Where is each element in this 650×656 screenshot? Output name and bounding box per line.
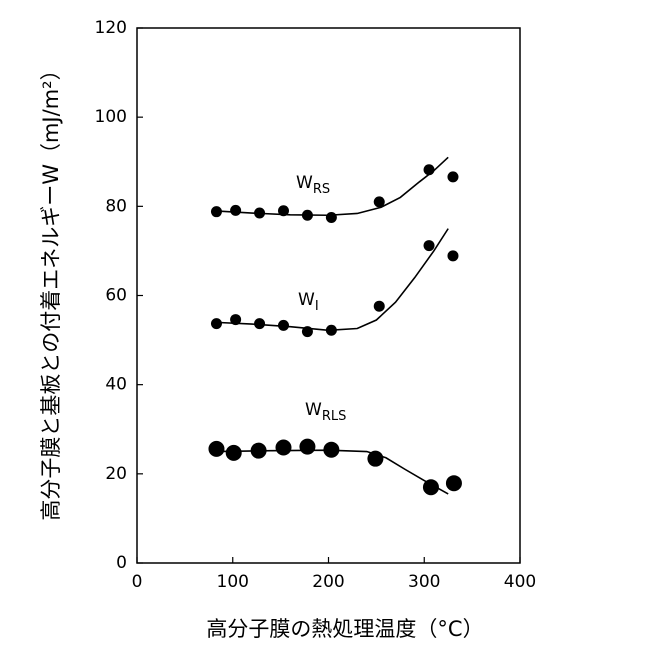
x-tick-label: 300: [408, 572, 440, 592]
plot-frame: [136, 27, 521, 564]
series-label: WRLS: [305, 400, 346, 424]
x-tick-label: 200: [312, 572, 344, 592]
data-point: [208, 440, 225, 457]
label-main: W: [305, 400, 322, 420]
data-point: [210, 206, 222, 218]
y-tick-label: 20: [105, 464, 127, 484]
data-point: [373, 196, 385, 208]
data-point: [254, 207, 266, 219]
data-point: [301, 209, 313, 221]
data-point: [210, 318, 222, 330]
data-point: [277, 205, 289, 217]
data-point: [230, 204, 242, 216]
data-point: [325, 324, 337, 336]
y-tick-label: 120: [95, 18, 127, 38]
data-point: [325, 211, 337, 223]
x-tick-label: 0: [132, 572, 143, 592]
fit-curve: [213, 156, 449, 217]
series-label: WRS: [296, 173, 330, 197]
data-point: [373, 300, 385, 312]
y-tick-label: 40: [105, 375, 127, 395]
label-sub: RS: [313, 182, 330, 197]
data-point: [447, 250, 459, 262]
x-tick-label: 100: [217, 572, 249, 592]
x-axis-label: 高分子膜の熱処理温度（°C）: [206, 617, 483, 641]
data-point: [423, 240, 435, 252]
data-point: [275, 439, 292, 456]
data-point: [423, 164, 435, 176]
x-tick-label: 400: [504, 572, 536, 592]
data-point: [301, 326, 313, 338]
series-label: WI: [298, 290, 319, 314]
data-point: [225, 444, 242, 461]
data-point: [230, 314, 242, 326]
data-point: [250, 442, 267, 459]
data-point: [299, 438, 316, 455]
label-sub: RLS: [322, 409, 347, 424]
data-point: [422, 479, 439, 496]
data-point: [367, 450, 384, 467]
fit-curve: [213, 228, 449, 332]
data-point: [323, 441, 340, 458]
y-tick-label: 60: [105, 286, 127, 306]
label-sub: I: [315, 299, 319, 314]
data-point: [447, 171, 459, 183]
label-main: W: [298, 290, 315, 310]
data-point: [445, 475, 462, 492]
y-tick-label: 80: [105, 196, 127, 216]
y-tick-label: 0: [116, 553, 127, 573]
label-main: W: [296, 173, 313, 193]
data-point: [254, 318, 266, 330]
y-axis-label: 高分子膜と基板との付着エネルギーW（mJ/m²）: [39, 59, 63, 520]
data-point: [277, 319, 289, 331]
y-tick-label: 100: [95, 107, 127, 127]
